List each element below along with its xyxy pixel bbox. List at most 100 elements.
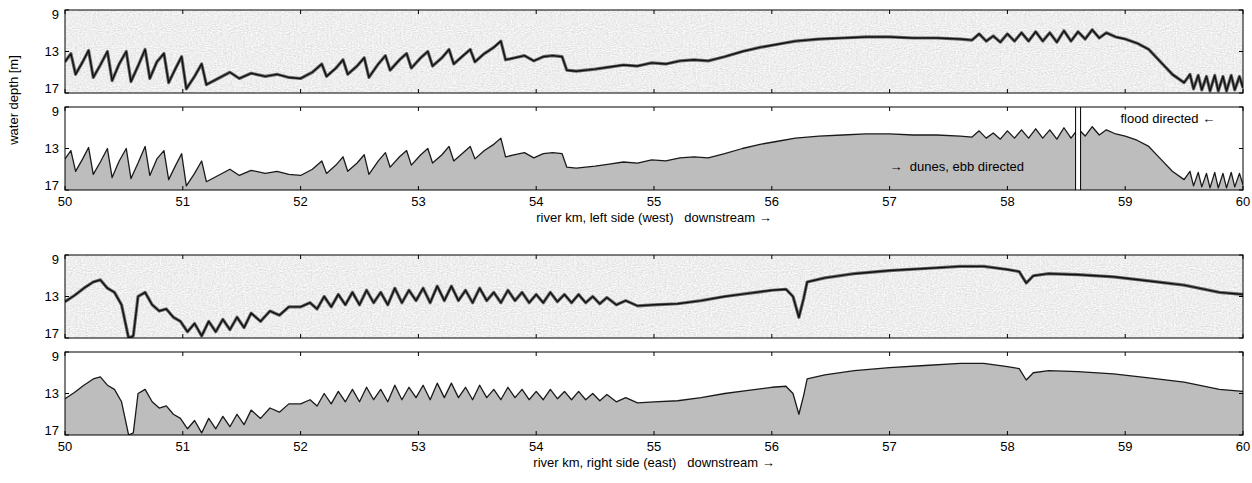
x-tick [654, 334, 655, 338]
x-tick [300, 431, 301, 435]
x-tick-label: 57 [882, 194, 896, 209]
y-tick-label: 17 [45, 326, 59, 341]
y-tick-label: 9 [52, 252, 59, 267]
echo-plot [65, 255, 1243, 338]
annotation: flood directed ← [1120, 111, 1215, 126]
y-tick [1239, 255, 1243, 256]
y-tick [65, 393, 69, 394]
x-tick-label: 53 [411, 194, 425, 209]
echogram-reflection-halo [65, 266, 1243, 338]
x-tick [65, 352, 66, 356]
y-tick [65, 148, 69, 149]
x-tick [1243, 10, 1244, 14]
y-tick [1239, 190, 1243, 191]
y-tick [65, 296, 69, 297]
x-tick [1125, 352, 1126, 356]
echogram-reflection-halo [65, 30, 1243, 91]
x-tick [536, 10, 537, 14]
x-tick [300, 352, 301, 356]
x-tick [1125, 89, 1126, 93]
x-tick [418, 352, 419, 356]
y-tick-label: 9 [52, 7, 59, 22]
x-tick [1007, 89, 1008, 93]
y-tick [65, 190, 69, 191]
x-tick [654, 107, 655, 111]
x-tick [182, 352, 183, 356]
y-tick [65, 435, 69, 436]
x-tick [889, 255, 890, 259]
y-tick [1239, 352, 1243, 353]
x-tick [65, 431, 66, 435]
y-tick [65, 93, 69, 94]
plot-frame [65, 107, 1243, 190]
x-tick [300, 334, 301, 338]
x-tick [889, 334, 890, 338]
x-tick-label: 60 [1236, 439, 1250, 454]
x-tick-label: 51 [176, 439, 190, 454]
y-tick [65, 51, 69, 52]
y-tick [1239, 338, 1243, 339]
x-tick [771, 107, 772, 111]
x-tick [65, 334, 66, 338]
echogram-background [65, 10, 1243, 93]
x-tick-label: 59 [1118, 194, 1132, 209]
x-tick [771, 89, 772, 93]
x-tick-label: 55 [647, 194, 661, 209]
x-tick [889, 186, 890, 190]
y-tick [1239, 51, 1243, 52]
x-tick [771, 255, 772, 259]
x-tick [418, 186, 419, 190]
x-tick [182, 255, 183, 259]
profile-line [65, 363, 1243, 435]
x-tick-label: 58 [1000, 194, 1014, 209]
y-tick [1239, 296, 1243, 297]
y-tick-label: 13 [45, 386, 59, 401]
echogram-bed-line [65, 30, 1243, 91]
x-tick [300, 89, 301, 93]
profile-plot [65, 107, 1243, 190]
annotation-patch [1118, 110, 1217, 127]
echogram-bed-line [65, 266, 1243, 338]
x-tick [65, 255, 66, 259]
x-tick [182, 334, 183, 338]
x-tick-label: 56 [765, 439, 779, 454]
x-tick-label: 53 [411, 439, 425, 454]
x-tick [1243, 352, 1244, 356]
x-tick [65, 10, 66, 14]
x-tick-label: 51 [176, 194, 190, 209]
x-tick [418, 10, 419, 14]
y-tick-label: 17 [45, 81, 59, 96]
x-axis-title: river km, left side (west) downstream → [536, 210, 772, 225]
x-tick-label: 60 [1236, 194, 1250, 209]
x-tick-label: 52 [293, 439, 307, 454]
y-tick-label: 9 [52, 104, 59, 119]
y-tick-label: 17 [45, 423, 59, 438]
x-tick [1125, 186, 1126, 190]
plot-frame [65, 255, 1243, 338]
x-tick [771, 10, 772, 14]
y-tick [1239, 93, 1243, 94]
x-tick [65, 186, 66, 190]
plot-frame [65, 10, 1243, 93]
x-tick [418, 107, 419, 111]
x-tick [418, 89, 419, 93]
x-tick [418, 334, 419, 338]
x-tick [1125, 255, 1126, 259]
x-tick [536, 186, 537, 190]
y-tick [1239, 10, 1243, 11]
echogram-background [65, 255, 1243, 338]
x-tick [300, 186, 301, 190]
x-tick [418, 255, 419, 259]
profile-line [65, 127, 1243, 188]
y-axis-title: water depth [m] [6, 55, 21, 146]
x-tick [1007, 186, 1008, 190]
y-tick [65, 255, 69, 256]
x-tick [536, 107, 537, 111]
x-tick [1125, 10, 1126, 14]
annotation: → dunes, ebb directed [890, 159, 1024, 174]
y-tick [1239, 107, 1243, 108]
divider-line [1075, 107, 1076, 190]
x-tick [536, 431, 537, 435]
x-tick [889, 431, 890, 435]
x-tick [1243, 186, 1244, 190]
